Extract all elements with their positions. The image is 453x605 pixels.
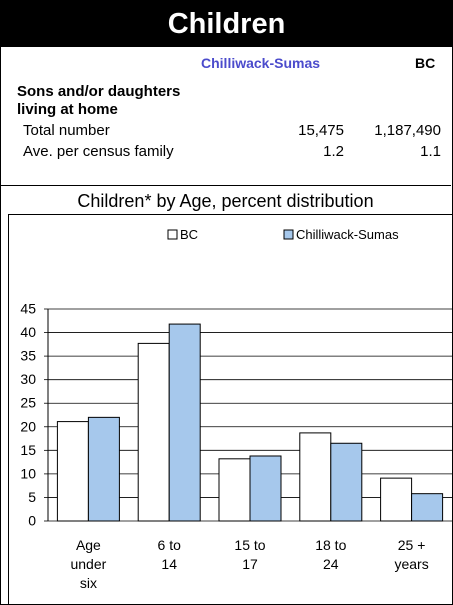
page-title: Children [1,1,452,47]
column-header-region: Chilliwack-Sumas [201,55,321,71]
chart-frame [0,185,451,604]
chart-title: Children* by Age, percent distribution [77,191,374,211]
x-tick-label: 24 [323,556,339,572]
cell-total-bc: 1,187,490 [374,122,441,139]
x-tick-label: years [394,556,428,572]
x-tick-label: 18 to [315,537,346,553]
chart-box [8,214,452,604]
y-tick-label: 45 [20,301,36,317]
y-tick-label: 25 [20,395,36,411]
bar [137,342,170,522]
x-tick-label: Age [76,537,101,553]
section-label-line1: Sons and/or daughters [17,83,181,100]
column-header-bc: BC [415,55,436,71]
bar [87,416,120,522]
y-tick-label: 30 [20,371,36,387]
legend-swatch [283,229,294,240]
bar [330,442,363,522]
legend-swatch [167,229,178,240]
y-tick-label: 0 [28,513,36,529]
row-label-total: Total number [23,122,110,139]
x-tick-label: 6 to [158,537,182,553]
y-tick-label: 35 [20,348,36,364]
bar [218,458,251,522]
x-tick-label: 14 [161,556,177,572]
x-tick-label: 25 + [398,537,426,553]
y-tick-label: 20 [20,418,36,434]
bar [56,421,89,522]
bar [168,323,201,522]
cell-total-region: 15,475 [298,122,344,139]
x-tick-label: 15 to [234,537,265,553]
section-label-line2: living at home [17,101,118,118]
legend-label: Chilliwack-Sumas [296,227,399,242]
y-tick-label: 40 [20,324,36,340]
legend-label: BC [180,227,198,242]
bar [249,455,282,522]
bar [299,432,332,522]
x-tick-label: six [80,575,97,591]
bar [411,493,444,522]
x-tick-label: 17 [242,556,258,572]
x-tick-label: under [70,556,106,572]
y-tick-label: 10 [20,465,36,481]
y-tick-label: 5 [28,489,36,505]
cell-average-region: 1.2 [323,143,344,160]
bar [380,477,413,522]
cell-average-bc: 1.1 [420,143,441,160]
y-tick-label: 15 [20,442,36,458]
row-label-average: Ave. per census family [23,143,174,160]
